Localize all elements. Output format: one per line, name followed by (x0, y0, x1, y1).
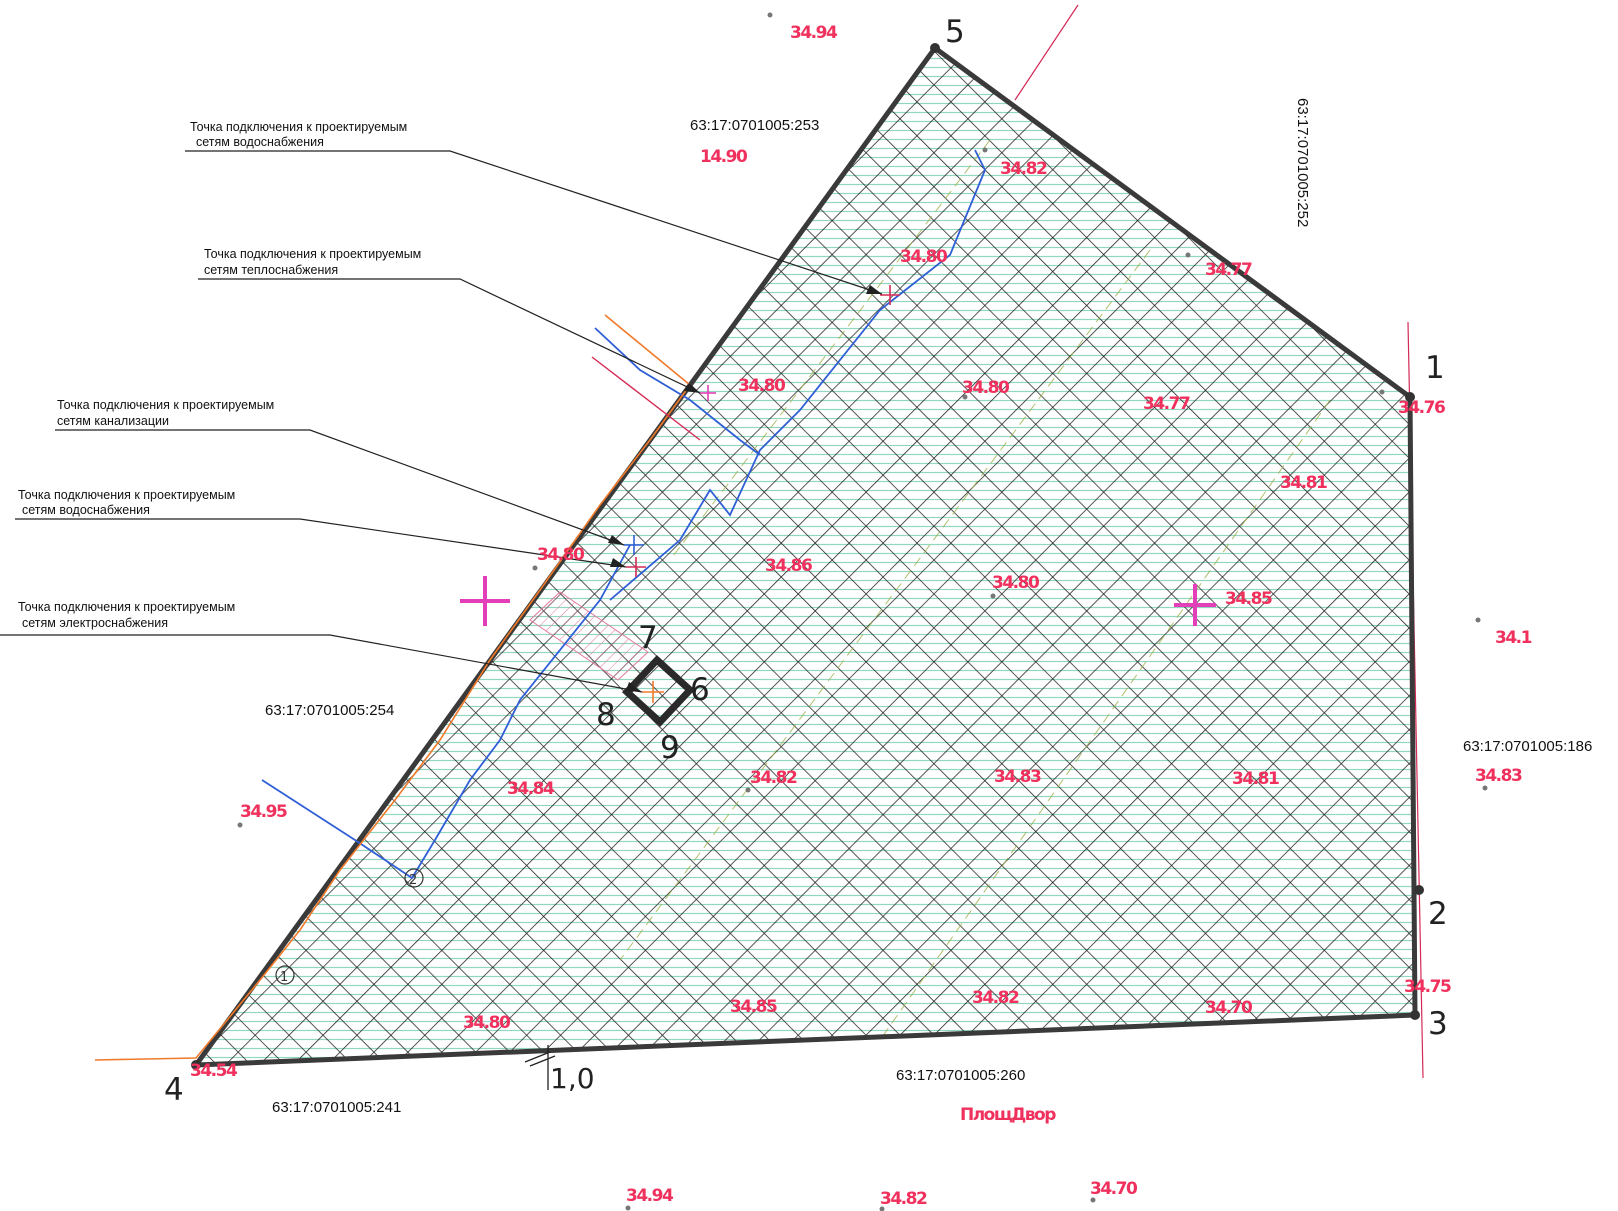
svg-text:34.81: 34.81 (1280, 473, 1327, 493)
svg-text:34.85: 34.85 (730, 997, 777, 1017)
vertex-label: 5 (945, 14, 965, 50)
callout-connection-water-1: Точка подключения к проектируемым сетям … (190, 120, 407, 149)
svg-text:Точка подключения к проектируе: Точка подключения к проектируемым (18, 600, 235, 614)
vertex-label: 3 (1428, 1006, 1448, 1042)
svg-text:34.1: 34.1 (1495, 628, 1532, 648)
svg-text:Точка подключения к проектируе: Точка подключения к проектируемым (57, 398, 274, 412)
vertex-label: 6 (690, 672, 710, 708)
vertex-label: 1 (1425, 350, 1445, 386)
svg-text:34.77: 34.77 (1205, 260, 1252, 280)
callout-connection-sewer: Точка подключения к проектируемым сетям … (57, 398, 274, 428)
svg-text:34.84: 34.84 (507, 779, 555, 799)
vertex-label: 8 (596, 697, 616, 733)
vertex-label: 4 (164, 1072, 184, 1108)
svg-text:34.83: 34.83 (1475, 766, 1522, 786)
svg-text:34.80: 34.80 (537, 545, 585, 565)
svg-text:1: 1 (280, 970, 288, 985)
scale-label: 1,0 (550, 1062, 595, 1095)
parcel-number: 63:17:0701005:241 (272, 1099, 401, 1116)
parcel-number: 63:17:0701005:254 (265, 702, 394, 719)
svg-text:34.94: 34.94 (790, 23, 838, 43)
svg-text:34.54: 34.54 (190, 1061, 238, 1081)
svg-text:34.83: 34.83 (994, 767, 1041, 787)
callout-connection-electric: Точка подключения к проектируемым сетям … (18, 600, 235, 630)
svg-text:2: 2 (409, 873, 417, 888)
svg-text:34.82: 34.82 (750, 768, 797, 788)
vertex-label: 9 (660, 730, 680, 766)
svg-text:34.94: 34.94 (626, 1186, 674, 1206)
svg-text:34.77: 34.77 (1143, 394, 1190, 414)
parcel-number: 63:17:0701005:260 (896, 1067, 1025, 1084)
svg-text:34.70: 34.70 (1090, 1179, 1138, 1199)
svg-text:34.80: 34.80 (992, 573, 1040, 593)
svg-text:34.81: 34.81 (1232, 769, 1279, 789)
svg-text:14.90: 14.90 (700, 147, 748, 167)
svg-text:34.80: 34.80 (962, 378, 1010, 398)
svg-text:34.75: 34.75 (1404, 977, 1451, 997)
parcel-number: 63:17:0701005:253 (690, 117, 819, 134)
svg-text:34.85: 34.85 (1225, 589, 1272, 609)
svg-text:34.82: 34.82 (880, 1189, 927, 1209)
svg-text:сетям электроснабжения: сетям электроснабжения (22, 616, 168, 630)
svg-text:сетям водоснабжения: сетям водоснабжения (196, 135, 324, 149)
svg-text:34.86: 34.86 (765, 556, 812, 576)
svg-text:34.80: 34.80 (738, 376, 786, 396)
svg-text:сетям теплоснабжения: сетям теплоснабжения (204, 263, 338, 277)
street-label: ПлощДвор (960, 1105, 1056, 1125)
svg-text:34.80: 34.80 (900, 247, 948, 267)
svg-text:Точка подключения к проектируе: Точка подключения к проектируемым (190, 120, 407, 134)
svg-text:34.80: 34.80 (463, 1013, 511, 1033)
svg-text:34.82: 34.82 (972, 988, 1019, 1008)
svg-text:34.95: 34.95 (240, 802, 287, 822)
svg-text:34.70: 34.70 (1205, 998, 1253, 1018)
svg-text:34.82: 34.82 (1000, 159, 1047, 179)
svg-text:сетям канализации: сетям канализации (57, 414, 169, 428)
callout-connection-water-2: Точка подключения к проектируемым сетям … (18, 488, 235, 517)
svg-text:Точка подключения к проектируе: Точка подключения к проектируемым (204, 247, 421, 261)
vertex-label: 7 (638, 620, 658, 656)
parcel-number: 63:17:0701005:252 (1294, 98, 1311, 227)
callout-connection-heat: Точка подключения к проектируемым сетям … (204, 247, 421, 277)
svg-text:34.76: 34.76 (1398, 398, 1445, 418)
parcel-number: 63:17:0701005:186 (1463, 738, 1592, 755)
svg-text:сетям водоснабжения: сетям водоснабжения (22, 503, 150, 517)
vertex-label: 2 (1428, 896, 1448, 932)
svg-text:Точка подключения к проектируе: Точка подключения к проектируемым (18, 488, 235, 502)
